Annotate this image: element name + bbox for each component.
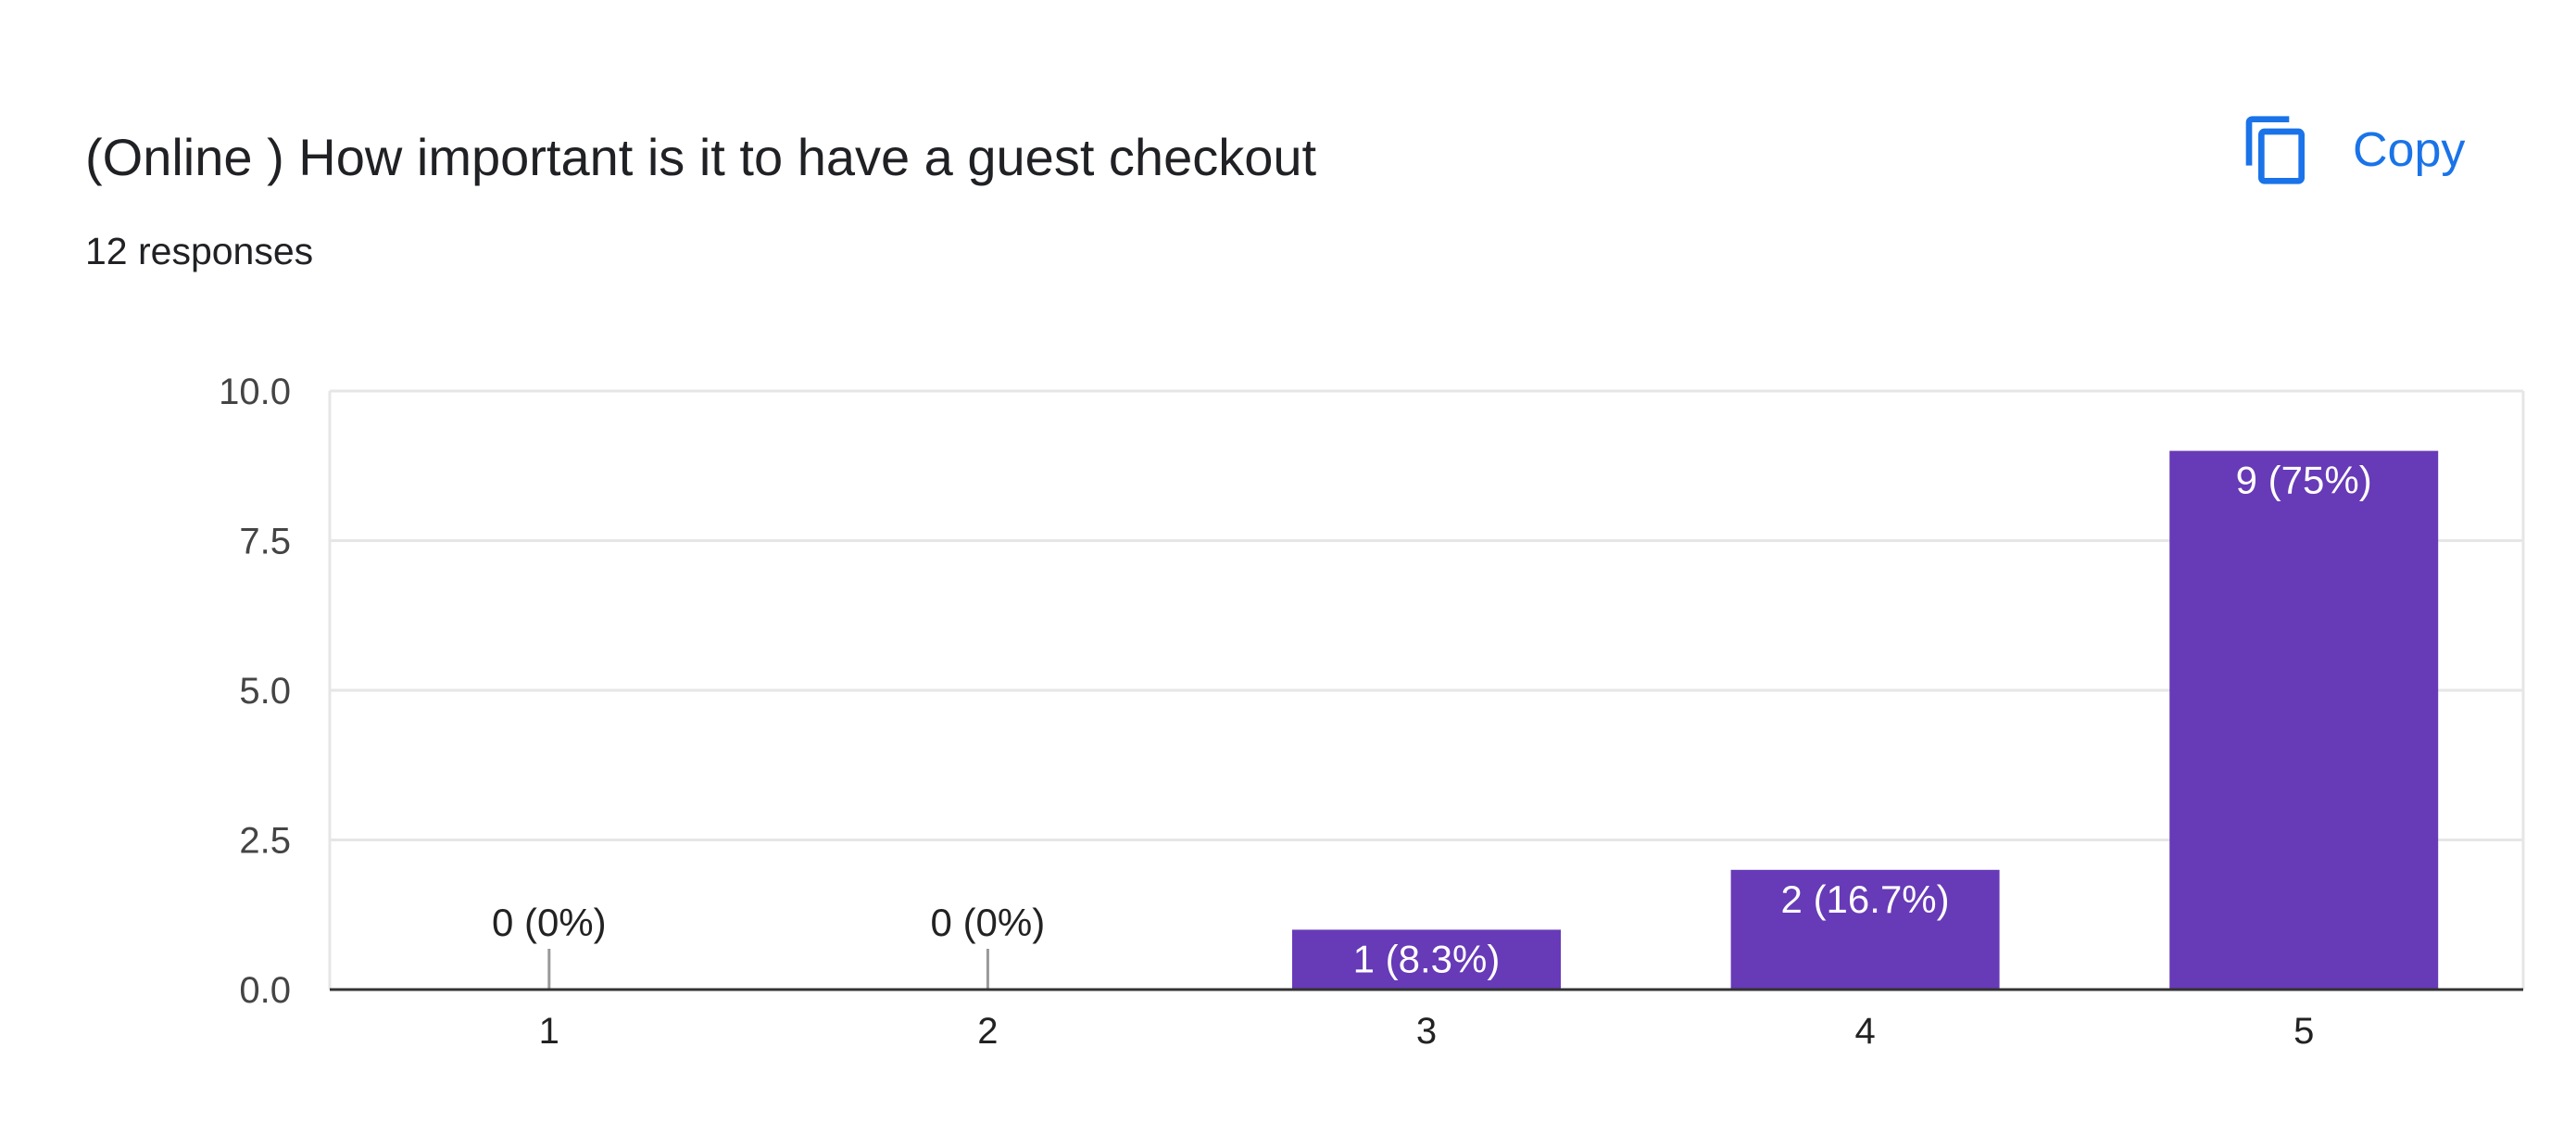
y-tick-label: 5.0 — [239, 671, 291, 712]
data-label: 0 (0%) — [931, 901, 1046, 944]
y-tick-label: 0.0 — [239, 970, 291, 1011]
bar — [1292, 929, 1561, 990]
data-label: 1 (8.3%) — [1353, 937, 1501, 980]
data-label: 0 (0%) — [492, 901, 607, 944]
copy-icon — [2245, 116, 2305, 184]
x-tick-label: 4 — [1854, 1011, 1875, 1052]
copy-button[interactable]: Copy — [2240, 104, 2494, 196]
x-tick-label: 1 — [539, 1011, 559, 1052]
y-tick-label: 10.0 — [219, 372, 291, 412]
x-tick-label: 2 — [977, 1011, 998, 1052]
y-tick-label: 2.5 — [239, 821, 291, 862]
copy-label: Copy — [2353, 123, 2466, 177]
bar — [1730, 869, 2000, 990]
bar-chart: 0.0 2.5 5.0 7.5 10.0 0 (0%) 1 0 (0%) 2 1 (8.3%) 3 2… — [219, 372, 2525, 1052]
y-tick-label: 7.5 — [239, 522, 291, 562]
question-title: (Online ) How important is it to have a … — [85, 128, 1317, 186]
x-tick-label: 3 — [1416, 1011, 1437, 1052]
response-count: 12 responses — [85, 230, 314, 272]
data-label: 9 (75%) — [2236, 459, 2372, 502]
x-tick-label: 5 — [2293, 1011, 2314, 1052]
bar — [2169, 450, 2439, 990]
data-label: 2 (16.7%) — [1781, 877, 1950, 921]
